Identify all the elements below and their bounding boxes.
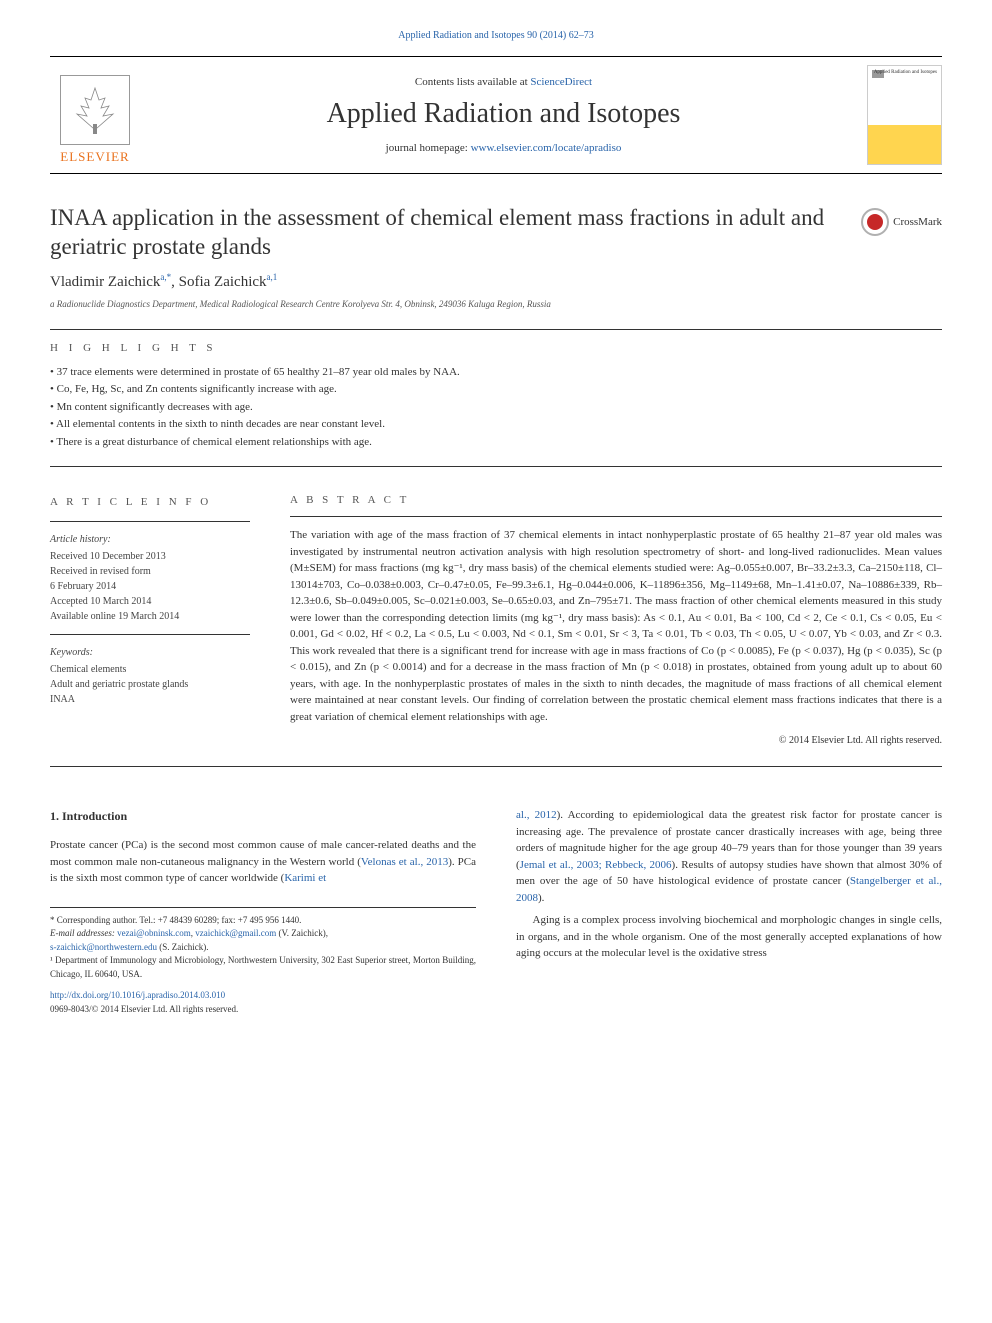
abstract-column: A B S T R A C T The variation with age o… <box>290 482 942 746</box>
citation-link[interactable]: al., 2012 <box>516 809 557 821</box>
cover-thumb-title: Applied Radiation and Isotopes <box>874 70 937 75</box>
footnotes: * Corresponding author. Tel.: +7 48439 6… <box>50 907 476 982</box>
highlight-item: Mn content significantly decreases with … <box>50 399 942 417</box>
corresponding-author: * Corresponding author. Tel.: +7 48439 6… <box>50 914 476 928</box>
contents-text: Contents lists available at <box>415 76 530 88</box>
author-sep: , <box>171 274 179 290</box>
highlights-heading: H I G H L I G H T S <box>50 342 942 354</box>
journal-header: ELSEVIER Contents lists available at Sci… <box>50 56 942 174</box>
rule <box>50 329 942 330</box>
crossmark-icon <box>861 208 889 236</box>
info-abstract-row: A R T I C L E I N F O Article history: R… <box>50 482 942 746</box>
elsevier-logo[interactable]: ELSEVIER <box>50 65 140 165</box>
intro-p3: Aging is a complex process involving bio… <box>516 912 942 962</box>
history-label: Article history: <box>50 532 250 547</box>
email-line-2: s-zaichick@northwestern.edu (S. Zaichick… <box>50 941 476 955</box>
journal-cover-thumbnail[interactable]: Applied Radiation and Isotopes <box>867 65 942 165</box>
left-column: 1. Introduction Prostate cancer (PCa) is… <box>50 807 476 1016</box>
author-1[interactable]: Vladimir Zaichick <box>50 274 160 290</box>
homepage-link[interactable]: www.elsevier.com/locate/apradiso <box>471 142 622 154</box>
authors: Vladimir Zaichicka,*, Sofia Zaichicka,1 <box>50 272 942 291</box>
highlights-list: 37 trace elements were determined in pro… <box>50 364 942 452</box>
email-link[interactable]: vezai@obninsk.com <box>117 928 191 938</box>
accepted-date: Accepted 10 March 2014 <box>50 594 250 609</box>
intro-p2: al., 2012). According to epidemiological… <box>516 807 942 906</box>
article-info: A R T I C L E I N F O Article history: R… <box>50 482 250 746</box>
intro-heading: 1. Introduction <box>50 807 476 825</box>
keywords-label: Keywords: <box>50 645 250 660</box>
doi-link[interactable]: http://dx.doi.org/10.1016/j.apradiso.201… <box>50 989 476 1003</box>
intro-p1: Prostate cancer (PCa) is the second most… <box>50 837 476 887</box>
abstract-text: The variation with age of the mass fract… <box>290 527 942 725</box>
rule <box>50 634 250 635</box>
p2-text-c: ). <box>538 892 544 904</box>
abstract-heading: A B S T R A C T <box>290 494 942 506</box>
keyword: INAA <box>50 692 250 707</box>
rule <box>50 466 942 467</box>
body-columns: 1. Introduction Prostate cancer (PCa) is… <box>50 807 942 1016</box>
highlight-item: Co, Fe, Hg, Sc, and Zn contents signific… <box>50 381 942 399</box>
author-note: ¹ Department of Immunology and Microbiol… <box>50 954 476 981</box>
author-2[interactable]: Sofia Zaichick <box>179 274 267 290</box>
author-1-sup: a,* <box>160 272 171 282</box>
rule <box>50 766 942 767</box>
author-2-sup: a,1 <box>267 272 278 282</box>
email-label: E-mail addresses: <box>50 928 117 938</box>
title-row: INAA application in the assessment of ch… <box>50 204 942 262</box>
revised-label: Received in revised form <box>50 564 250 579</box>
copyright: © 2014 Elsevier Ltd. All rights reserved… <box>290 735 942 746</box>
email-line: E-mail addresses: vezai@obninsk.com, vza… <box>50 927 476 941</box>
header-center: Contents lists available at ScienceDirec… <box>140 76 867 154</box>
highlight-item: 37 trace elements were determined in pro… <box>50 364 942 382</box>
keyword: Adult and geriatric prostate glands <box>50 677 250 692</box>
article-title: INAA application in the assessment of ch… <box>50 204 841 262</box>
homepage-line: journal homepage: www.elsevier.com/locat… <box>140 142 867 154</box>
contents-line: Contents lists available at ScienceDirec… <box>140 76 867 88</box>
journal-citation[interactable]: Applied Radiation and Isotopes 90 (2014)… <box>50 30 942 41</box>
email-name: (S. Zaichick). <box>157 942 208 952</box>
rule <box>290 516 942 517</box>
affiliation: a Radionuclide Diagnostics Department, M… <box>50 299 942 309</box>
journal-name: Applied Radiation and Isotopes <box>140 98 867 130</box>
homepage-text: journal homepage: <box>386 142 471 154</box>
sciencedirect-link[interactable]: ScienceDirect <box>530 76 592 88</box>
elsevier-tree-icon <box>60 75 130 145</box>
email-link[interactable]: vzaichick@gmail.com <box>195 928 276 938</box>
highlight-item: All elemental contents in the sixth to n… <box>50 416 942 434</box>
crossmark-badge[interactable]: CrossMark <box>861 208 942 236</box>
citation-link[interactable]: Karimi et <box>284 872 326 884</box>
crossmark-text: CrossMark <box>893 216 942 228</box>
elsevier-text: ELSEVIER <box>60 149 129 165</box>
received-date: Received 10 December 2013 <box>50 549 250 564</box>
right-column: al., 2012). According to epidemiological… <box>516 807 942 1016</box>
citation-link[interactable]: Velonas et al., 2013 <box>361 856 448 868</box>
email-link[interactable]: s-zaichick@northwestern.edu <box>50 942 157 952</box>
issn-line: 0969-8043/© 2014 Elsevier Ltd. All right… <box>50 1003 476 1017</box>
email-name: (V. Zaichick), <box>276 928 328 938</box>
article-info-heading: A R T I C L E I N F O <box>50 494 250 511</box>
rule <box>50 521 250 522</box>
highlight-item: There is a great disturbance of chemical… <box>50 434 942 452</box>
keyword: Chemical elements <box>50 662 250 677</box>
online-date: Available online 19 March 2014 <box>50 609 250 624</box>
doi-block: http://dx.doi.org/10.1016/j.apradiso.201… <box>50 989 476 1016</box>
citation-link[interactable]: Jemal et al., 2003; Rebbeck, 2006 <box>520 859 672 871</box>
revised-date: 6 February 2014 <box>50 579 250 594</box>
